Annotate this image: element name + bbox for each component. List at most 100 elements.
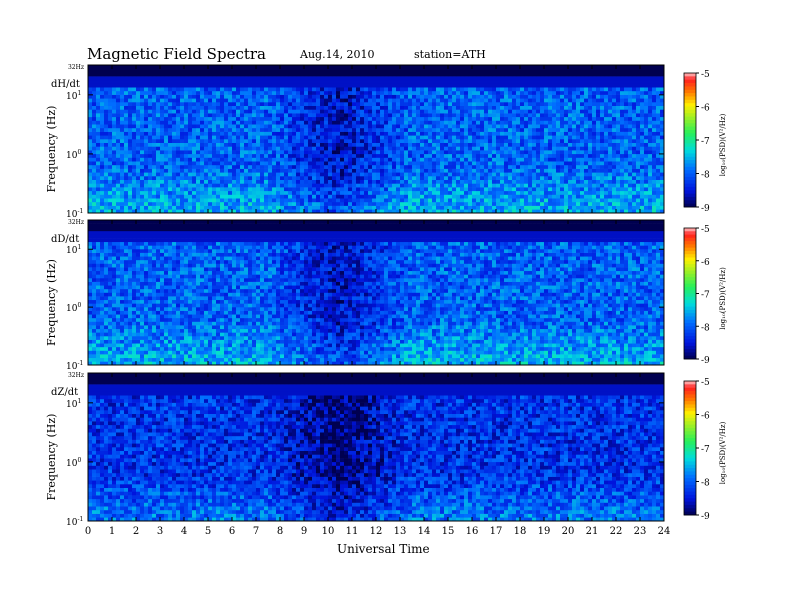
heatmap-cell — [548, 116, 553, 121]
heatmap-cell — [148, 90, 153, 95]
heatmap-cell — [112, 194, 117, 199]
heatmap-cell — [196, 142, 201, 147]
heatmap-cell — [552, 135, 557, 140]
heatmap-cell — [244, 164, 249, 169]
heatmap-cell — [336, 76, 341, 81]
heatmap-cell — [228, 120, 233, 125]
heatmap-cell — [196, 161, 201, 166]
heatmap-cell — [280, 153, 285, 158]
heatmap-cell — [108, 172, 113, 177]
heatmap-cell — [376, 127, 381, 132]
heatmap-cell — [584, 183, 589, 188]
heatmap-cell — [516, 94, 521, 99]
heatmap-cell — [416, 105, 421, 110]
heatmap-cell — [556, 209, 561, 214]
heatmap-cell — [112, 72, 117, 77]
heatmap-cell — [384, 109, 389, 114]
heatmap-cell — [428, 68, 433, 73]
heatmap-cell — [280, 205, 285, 210]
heatmap-cell — [408, 179, 413, 184]
heatmap-cell — [420, 94, 425, 99]
heatmap-cell — [96, 194, 101, 199]
heatmap-cell — [156, 201, 161, 206]
heatmap-cell — [496, 139, 501, 143]
heatmap-cell — [380, 205, 385, 210]
heatmap-cell — [88, 109, 93, 114]
heatmap-cell — [180, 198, 185, 203]
heatmap-cell — [236, 72, 241, 77]
heatmap-cell — [216, 124, 221, 129]
heatmap-cell — [232, 157, 237, 162]
heatmap-cell — [424, 83, 429, 88]
heatmap-cell — [524, 157, 529, 162]
heatmap-cell — [480, 79, 485, 84]
heatmap-cell — [564, 142, 569, 147]
heatmap-cell — [336, 179, 341, 184]
heatmap-cell — [368, 131, 373, 136]
heatmap-cell — [164, 157, 169, 162]
heatmap-cell — [340, 168, 345, 173]
heatmap-cell — [184, 83, 189, 88]
heatmap-cell — [440, 83, 445, 88]
heatmap-cell — [312, 131, 317, 136]
heatmap-cell — [132, 105, 137, 110]
heatmap-cell — [220, 116, 225, 121]
heatmap-cell — [240, 127, 245, 132]
heatmap-cell — [316, 135, 321, 140]
heatmap-cell — [408, 190, 413, 195]
heatmap-cell — [152, 79, 157, 84]
heatmap-cell — [176, 139, 181, 143]
heatmap-cell — [484, 94, 489, 99]
heatmap-cell — [572, 187, 577, 192]
heatmap-cell — [348, 127, 353, 132]
heatmap-cell — [320, 102, 325, 106]
heatmap-cell — [524, 105, 529, 110]
heatmap-cell — [436, 153, 441, 158]
heatmap-cell — [376, 190, 381, 195]
heatmap-cell — [344, 190, 349, 195]
heatmap-cell — [284, 131, 289, 136]
heatmap-cell — [256, 187, 261, 192]
heatmap-cell — [532, 135, 537, 140]
heatmap-cell — [388, 105, 393, 110]
heatmap-cell — [360, 90, 365, 95]
heatmap-cell — [552, 183, 557, 188]
heatmap-cell — [404, 94, 409, 99]
heatmap-cell — [468, 183, 473, 188]
heatmap-cell — [328, 102, 333, 106]
heatmap-cell — [284, 90, 289, 95]
heatmap-cell — [528, 209, 533, 214]
heatmap-cell — [168, 76, 173, 81]
heatmap-cell — [412, 116, 417, 121]
heatmap-cell — [156, 157, 161, 162]
heatmap-cell — [240, 90, 245, 95]
heatmap-cell — [108, 179, 113, 184]
heatmap-cell — [496, 198, 501, 203]
heatmap-cell — [436, 176, 441, 180]
heatmap-cell — [396, 150, 401, 155]
heatmap-cell — [544, 190, 549, 195]
heatmap-cell — [508, 157, 513, 162]
heatmap-cell — [332, 113, 337, 118]
heatmap-cell — [156, 90, 161, 95]
heatmap-cell — [240, 201, 245, 206]
heatmap-cell — [328, 135, 333, 140]
heatmap-cell — [200, 120, 205, 125]
heatmap-cell — [564, 98, 569, 103]
heatmap-cell — [448, 131, 453, 136]
heatmap-cell — [268, 124, 273, 129]
heatmap-cell — [544, 150, 549, 155]
heatmap-cell — [376, 76, 381, 81]
heatmap-cell — [384, 205, 389, 210]
heatmap-cell — [468, 135, 473, 140]
heatmap-cell — [212, 150, 217, 155]
heatmap-cell — [368, 109, 373, 114]
heatmap-cell — [580, 139, 585, 143]
heatmap-cell — [432, 190, 437, 195]
heatmap-cell — [412, 176, 417, 180]
heatmap-cell — [300, 102, 305, 106]
heatmap-cell — [412, 157, 417, 162]
heatmap-cell — [360, 87, 365, 92]
heatmap-cell — [300, 142, 305, 147]
heatmap-cell — [444, 146, 449, 151]
